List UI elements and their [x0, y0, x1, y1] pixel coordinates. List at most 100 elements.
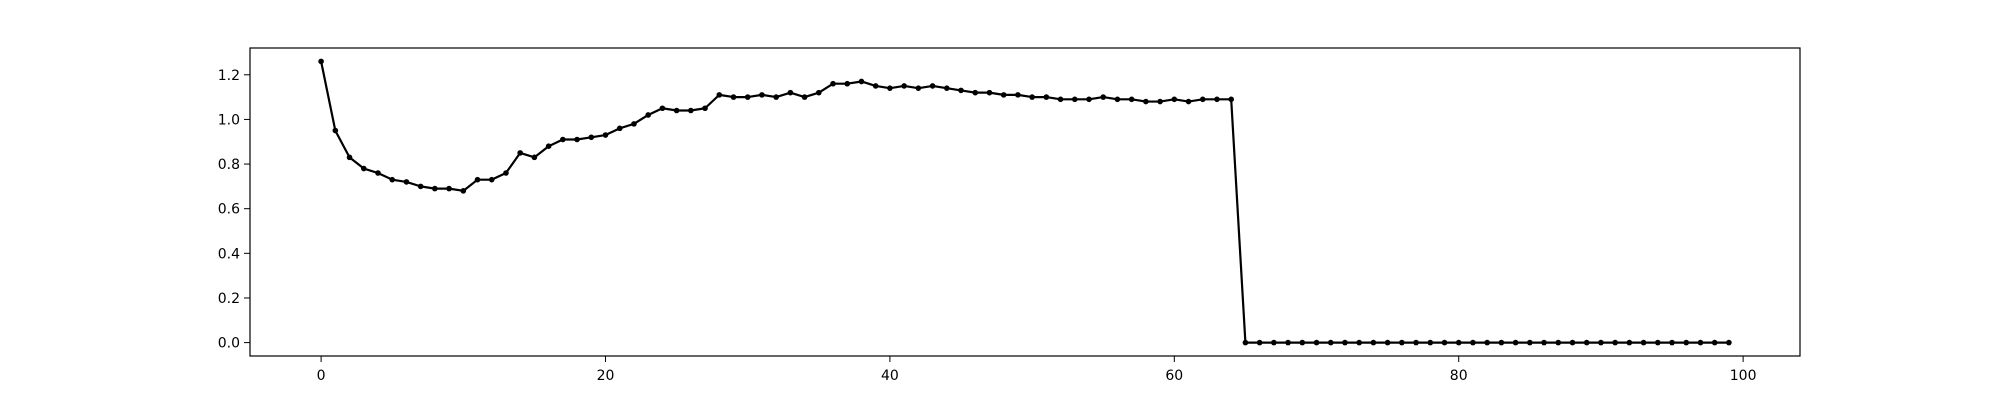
y-tick-label: 0.2 — [218, 291, 240, 307]
data-point — [1071, 96, 1078, 103]
data-point — [1114, 96, 1121, 103]
data-point — [1015, 92, 1021, 98]
y-tick-label: 0.6 — [218, 202, 240, 218]
axes-frame — [249, 47, 1801, 357]
x-tick-label: 40 — [881, 368, 899, 384]
data-point — [688, 107, 694, 114]
y-axis-ticks: 0.0 0.2 0.4 0.6 0.8 1.0 1.2 — [218, 68, 250, 352]
data-point — [759, 92, 765, 98]
x-tick-label: 0 — [317, 368, 326, 384]
data-point — [943, 85, 950, 91]
data-point — [986, 89, 993, 96]
data-point — [1128, 96, 1135, 103]
data-point — [1683, 339, 1690, 346]
data-point — [716, 92, 723, 98]
data-point — [801, 94, 808, 100]
data-point — [830, 80, 836, 87]
y-tick-label: 1.0 — [218, 112, 240, 128]
data-point — [560, 136, 566, 143]
data-point — [1640, 339, 1647, 346]
data-point — [1655, 339, 1661, 346]
data-point — [1171, 96, 1178, 103]
data-point — [588, 134, 595, 141]
data-point — [1626, 339, 1633, 346]
data-point — [1669, 339, 1675, 346]
data-point — [915, 85, 922, 91]
data-point — [446, 185, 452, 192]
data-point — [1256, 339, 1263, 346]
y-tick-label: 0.8 — [218, 157, 240, 173]
data-point — [1143, 98, 1149, 105]
data-point — [1242, 339, 1249, 346]
x-tick-label: 20 — [597, 368, 615, 384]
data-point — [887, 85, 893, 91]
data-point — [1370, 339, 1377, 346]
data-point — [744, 94, 751, 100]
data-point — [1569, 339, 1576, 346]
data-point — [816, 89, 822, 96]
data-point — [958, 87, 964, 94]
data-point — [346, 154, 353, 161]
data-point — [659, 105, 666, 112]
data-point — [1541, 339, 1547, 346]
data-point — [1271, 339, 1277, 346]
series-line — [320, 61, 1729, 344]
data-point — [773, 94, 779, 100]
data-point — [432, 185, 438, 192]
data-point — [1000, 92, 1007, 98]
y-tick-label: 0.4 — [218, 246, 240, 262]
x-tick-label: 100 — [1730, 368, 1757, 384]
data-point — [1299, 339, 1306, 346]
data-point — [1029, 94, 1035, 100]
data-point — [1228, 96, 1234, 103]
data-point — [389, 176, 396, 183]
data-point — [517, 150, 523, 156]
data-point — [1043, 94, 1050, 100]
data-point — [403, 179, 410, 185]
data-point — [1498, 339, 1505, 346]
data-point — [1711, 339, 1718, 346]
x-tick-label: 80 — [1450, 368, 1468, 384]
data-point — [631, 121, 637, 127]
data-point — [375, 170, 381, 176]
data-point — [929, 83, 936, 89]
data-point — [1057, 96, 1064, 103]
data-point — [1086, 96, 1092, 103]
y-tick-label: 0.0 — [218, 336, 240, 352]
data-point — [901, 83, 907, 89]
data-point — [1527, 339, 1533, 346]
data-point — [545, 143, 552, 149]
data-point — [1384, 339, 1391, 346]
data-point — [1413, 339, 1419, 346]
data-point — [474, 176, 481, 183]
data-point — [1185, 98, 1192, 105]
data-point — [1100, 94, 1107, 100]
data-point — [1214, 96, 1220, 103]
data-point — [1726, 339, 1732, 346]
data-point — [972, 89, 979, 96]
data-point — [1285, 339, 1291, 346]
data-point — [673, 107, 680, 114]
data-point — [844, 80, 851, 87]
data-point — [1598, 339, 1604, 346]
data-point — [616, 125, 623, 132]
plot-area — [318, 58, 1732, 346]
data-point — [531, 154, 538, 161]
data-point — [318, 58, 324, 65]
data-point — [574, 136, 580, 143]
data-point — [1484, 339, 1490, 346]
data-point — [503, 170, 509, 176]
data-point — [1583, 339, 1590, 346]
data-point — [858, 78, 865, 85]
data-point — [1441, 339, 1448, 346]
data-point — [360, 165, 367, 172]
data-point — [1157, 98, 1163, 105]
data-point — [645, 112, 651, 118]
data-point — [417, 183, 424, 190]
data-point — [1199, 96, 1206, 103]
data-point — [1470, 339, 1476, 346]
x-axis-ticks: 0 20 40 60 80 100 — [317, 356, 1757, 384]
